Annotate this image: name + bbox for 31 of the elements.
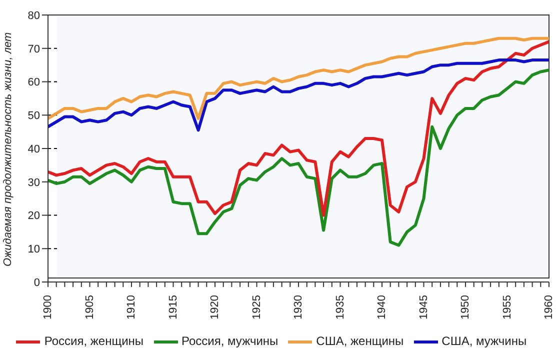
x-tick-label: 1925 [250, 295, 263, 320]
x-tick-label: 1935 [334, 295, 346, 320]
line-series [48, 36, 549, 120]
legend-label: Россия, мужчины [182, 334, 278, 348]
line-series [48, 68, 549, 247]
y-tick-label: 10 [28, 244, 40, 256]
legend-label: Россия, женщины [44, 334, 144, 348]
x-tick-label: 1900 [42, 295, 54, 320]
legend-label: США, мужчины [442, 334, 527, 348]
x-tick-label: 1915 [167, 295, 180, 320]
x-tick-label: 1940 [376, 295, 388, 320]
y-tick-label: 60 [28, 76, 40, 89]
x-tick-label: 1905 [84, 295, 96, 320]
y-tick-label: 80 [28, 10, 40, 22]
legend-label: США, женщины [316, 334, 404, 348]
x-tick-label: 1950 [460, 295, 472, 320]
x-tick-label: 1930 [292, 295, 304, 320]
x-tick-label: 1945 [418, 295, 430, 320]
y-axis-title: Ожидаемая продолжительность жизни, лет [2, 32, 14, 266]
y-tick-label: 50 [28, 110, 40, 122]
y-tick-label: 30 [28, 176, 40, 189]
y-tick-label: 70 [28, 43, 40, 56]
y-tick-label: 0 [34, 276, 40, 289]
x-tick-label: 1920 [209, 295, 221, 320]
x-tick-label: 1910 [126, 295, 138, 320]
line-series [48, 40, 549, 217]
y-tick-label: 40 [28, 143, 40, 156]
line-series [48, 58, 549, 132]
x-tick-label: 1955 [501, 295, 514, 320]
y-tick-label: 20 [28, 210, 40, 222]
x-tick-label: 1960 [543, 295, 555, 320]
